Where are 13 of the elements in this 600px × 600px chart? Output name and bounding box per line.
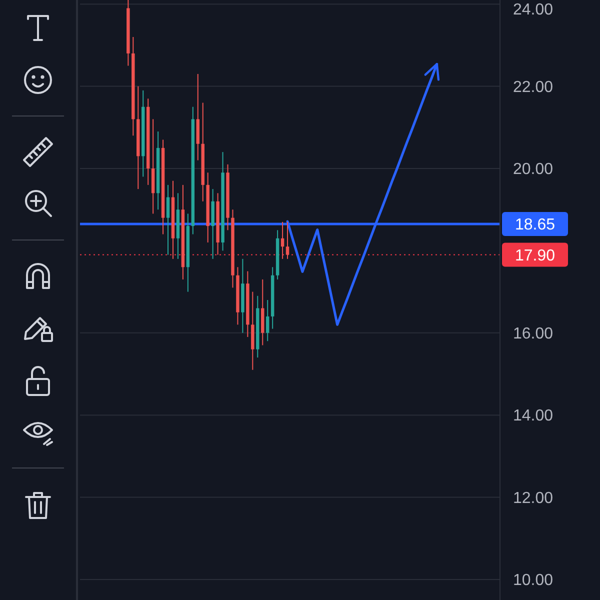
- y-tick-label: 14.00: [512, 408, 554, 425]
- y-tick-label: 20.00: [512, 161, 554, 178]
- ref-line-label: 18.65: [514, 216, 556, 234]
- candlestick: [266, 300, 270, 342]
- y-tick-label: 12.00: [512, 490, 554, 507]
- candlestick: [166, 184, 170, 256]
- y-tick-label: 22.00: [512, 78, 554, 96]
- candlestick: [286, 221, 290, 260]
- ref-line-label: 17.90: [514, 247, 556, 264]
- candlestick: [280, 221, 284, 260]
- y-tick-label: 24.00: [512, 2, 554, 19]
- y-tick-label: 16.00: [512, 325, 554, 342]
- y-tick-label: 10.00: [512, 572, 554, 590]
